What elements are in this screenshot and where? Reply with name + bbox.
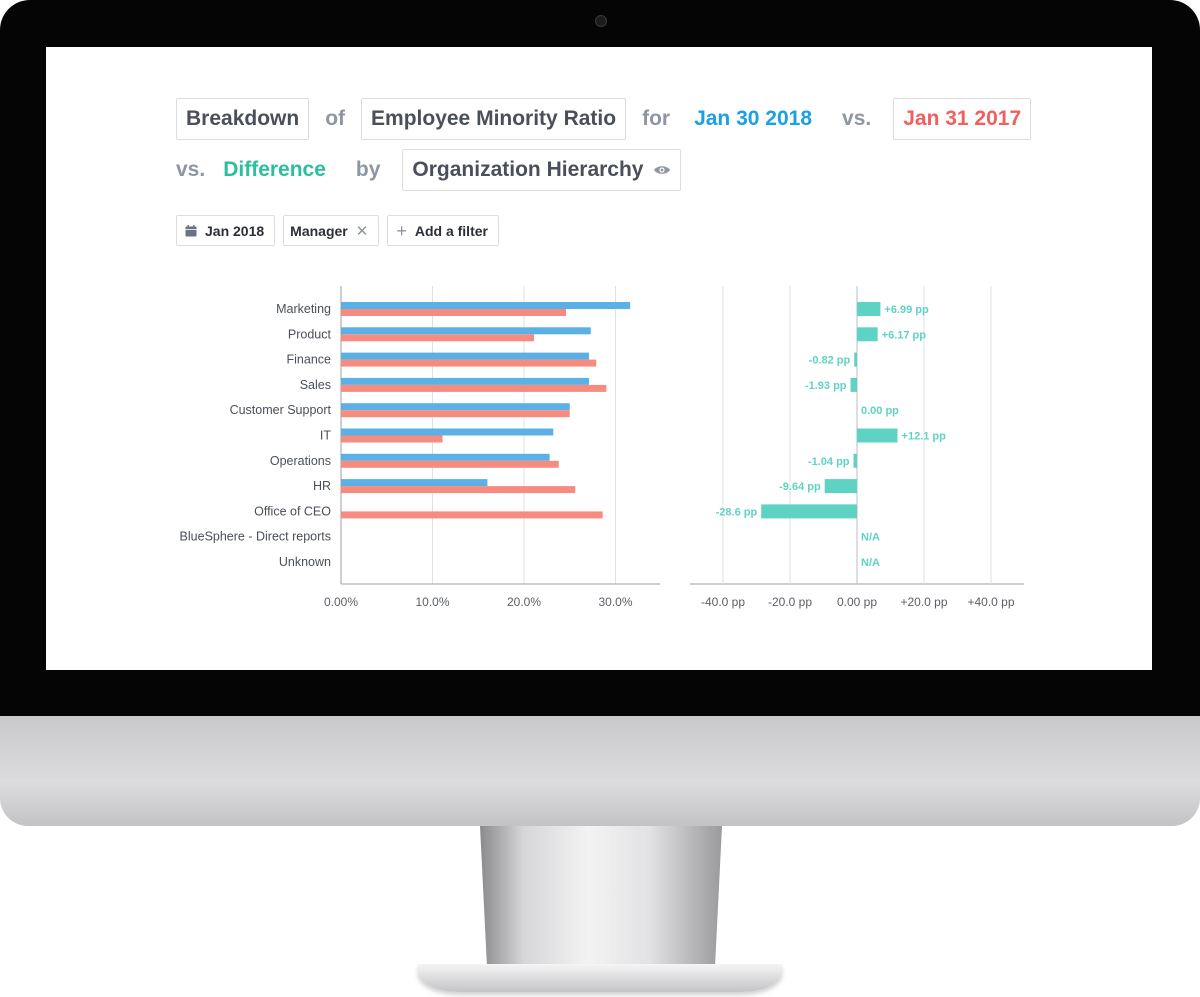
- bar-compare: [341, 334, 535, 342]
- category-label: Customer Support: [230, 403, 332, 417]
- eye-icon[interactable]: [653, 164, 671, 176]
- bar-current: [341, 377, 589, 385]
- x-tick-label: +40.0 pp: [967, 595, 1014, 609]
- monitor-foot: [418, 964, 782, 992]
- bar-compare: [341, 359, 597, 367]
- bar-current: [341, 428, 554, 436]
- category-label: Sales: [300, 378, 331, 392]
- difference-selector[interactable]: Difference: [223, 158, 326, 181]
- bar-compare: [341, 486, 576, 494]
- bar-compare: [341, 460, 559, 468]
- query-row-2: vs. Difference by Organization Hierarchy: [176, 149, 682, 191]
- add-filter-button[interactable]: + Add a filter: [387, 215, 499, 246]
- x-tick-label: 0.00%: [324, 595, 358, 609]
- x-tick-label: -20.0 pp: [768, 595, 812, 609]
- bar-difference: [824, 479, 857, 494]
- manager-filter-label: Manager: [290, 222, 348, 239]
- bar-difference: [857, 327, 878, 342]
- charts-area: 0.00% 10.0% 20.0% 30.0% Marketing Product Fina…: [180, 286, 1024, 609]
- date-filter-label: Jan 2018: [205, 222, 265, 239]
- bar-compare: [341, 511, 603, 519]
- camera-icon: [595, 15, 607, 27]
- data-label: 0.00 pp: [861, 405, 899, 417]
- compare-date-selector[interactable]: Jan 31 2017: [893, 98, 1032, 140]
- category-label: IT: [320, 429, 331, 443]
- current-date-selector[interactable]: Jan 30 2018: [694, 107, 813, 130]
- breakdown-selector[interactable]: Breakdown: [176, 98, 310, 140]
- data-label: +12.1 pp: [902, 431, 947, 443]
- x-tick-label: 10.0%: [415, 595, 449, 609]
- for-label: for: [642, 107, 671, 130]
- date-filter-chip[interactable]: Jan 2018: [176, 215, 276, 246]
- filter-bar: Jan 2018 Manager ✕ + Add a filter: [176, 215, 499, 246]
- category-label: Operations: [270, 454, 331, 468]
- monitor-chin: [0, 716, 1200, 826]
- by-label: by: [355, 158, 381, 181]
- x-tick-label: +20.0 pp: [900, 595, 947, 609]
- plus-icon: +: [396, 220, 407, 241]
- vs-label-2: vs.: [176, 158, 206, 181]
- bar-current: [341, 352, 589, 360]
- data-label: N/A: [861, 532, 880, 544]
- category-label: Office of CEO: [254, 504, 331, 518]
- data-label: -1.93 pp: [805, 380, 847, 392]
- category-label: BlueSphere - Direct reports: [180, 530, 331, 544]
- bar-difference: [857, 302, 881, 316]
- dimension-selector[interactable]: Organization Hierarchy: [402, 149, 682, 191]
- x-tick-label: -40.0 pp: [701, 595, 745, 609]
- bar-difference: [854, 352, 857, 367]
- bar-compare: [341, 309, 567, 316]
- bar-difference: [850, 377, 857, 392]
- query-row-1: Breakdown of Employee Minority Ratio for…: [176, 98, 1032, 140]
- bar-current: [341, 453, 550, 461]
- data-label: +6.17 pp: [882, 329, 927, 341]
- data-label: N/A: [861, 557, 880, 569]
- bar-current: [341, 327, 591, 335]
- data-label: -0.82 pp: [809, 355, 851, 367]
- add-filter-label: Add a filter: [414, 222, 488, 239]
- category-label: Finance: [287, 353, 332, 367]
- category-label: Product: [288, 327, 332, 341]
- data-label: -9.64 pp: [779, 481, 821, 493]
- bar-difference: [761, 504, 857, 519]
- bar-current: [341, 479, 488, 487]
- bar-compare: [341, 384, 607, 392]
- bar-compare: [341, 435, 443, 443]
- calendar-icon: [185, 224, 197, 236]
- x-tick-label: 20.0%: [507, 595, 541, 609]
- monitor-stand: [480, 826, 722, 972]
- dimension-label: Organization Hierarchy: [412, 158, 644, 181]
- metric-selector[interactable]: Employee Minority Ratio: [361, 98, 627, 140]
- category-label: HR: [313, 479, 331, 493]
- app-screen: Breakdown of Employee Minority Ratio for…: [46, 47, 1152, 670]
- vs-label: vs.: [842, 107, 872, 130]
- x-tick-label: 0.00 pp: [837, 595, 877, 609]
- remove-filter-icon[interactable]: ✕: [355, 222, 369, 240]
- bar-difference: [853, 453, 857, 468]
- x-tick-label: 30.0%: [598, 595, 632, 609]
- bar-current: [341, 403, 570, 411]
- data-label: -1.04 pp: [808, 456, 850, 468]
- data-label: +6.99 pp: [884, 304, 929, 316]
- data-label: -28.6 pp: [716, 506, 758, 518]
- of-label: of: [325, 107, 346, 130]
- category-label: Marketing: [276, 302, 331, 316]
- bar-compare: [341, 410, 570, 418]
- category-label: Unknown: [279, 555, 331, 569]
- bar-difference: [857, 428, 898, 443]
- manager-filter-chip[interactable]: Manager ✕: [283, 215, 380, 246]
- bar-current: [341, 302, 631, 309]
